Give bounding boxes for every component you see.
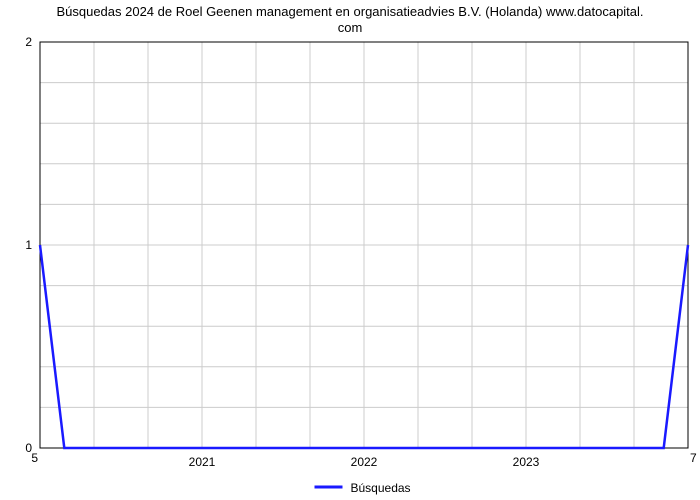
chart-svg: 01220212022202357Búsquedas (0, 0, 700, 500)
corner-bottom-right: 7 (690, 451, 697, 465)
y-tick-label: 2 (25, 35, 32, 49)
legend-swatch (315, 486, 343, 489)
x-tick-label: 2021 (189, 455, 216, 469)
x-tick-label: 2022 (351, 455, 378, 469)
corner-bottom-left: 5 (31, 451, 38, 465)
legend-label: Búsquedas (351, 481, 411, 495)
y-tick-label: 1 (25, 238, 32, 252)
x-tick-label: 2023 (513, 455, 540, 469)
chart-container: Búsquedas 2024 de Roel Geenen management… (0, 0, 700, 500)
